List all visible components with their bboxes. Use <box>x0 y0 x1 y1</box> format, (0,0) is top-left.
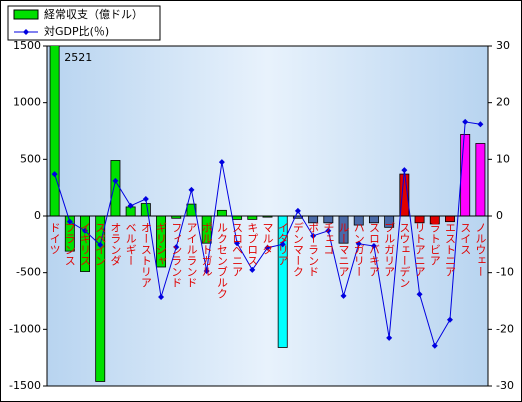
y2-tick-label: -20 <box>496 322 514 335</box>
y-tick-label: -500 <box>16 266 41 279</box>
y2-tick-label: -30 <box>496 379 514 392</box>
bar <box>445 215 455 223</box>
x-tick-label: オランダ <box>109 222 122 266</box>
x-tick-label: ドイツ <box>48 222 61 255</box>
x-tick-label: ギリシャ <box>155 222 168 266</box>
ratio-marker <box>340 292 347 299</box>
legend: 経常収支（億ドル） 対GDP比(％) <box>7 5 161 41</box>
ratio-marker <box>142 196 149 202</box>
x-tick-label: スウェーデン <box>398 222 411 288</box>
ratio-marker <box>66 218 73 225</box>
x-tick-label: スロバキア <box>367 222 380 277</box>
ratio-marker <box>477 121 484 128</box>
x-tick-label: ベルギー <box>124 222 137 266</box>
bars <box>49 46 486 382</box>
x-tick-label: スイス <box>459 222 472 255</box>
x-tick-label: チェコ <box>322 222 335 255</box>
x-tick-label: リトアニア <box>413 222 426 277</box>
ratio-marker <box>112 177 119 184</box>
x-tick-label: オーストリア <box>139 222 152 288</box>
y2-tick-label: 30 <box>496 39 510 52</box>
x-tick-label: ルーマニア <box>337 222 350 277</box>
ratio-marker <box>431 342 438 349</box>
bar <box>475 143 486 217</box>
legend-marker <box>23 29 29 35</box>
x-tick-label: フランス <box>63 222 76 266</box>
ratio-marker <box>279 241 286 248</box>
x-tick-label: ポルトガル <box>200 222 213 277</box>
ratio-marker <box>127 202 134 209</box>
y-tick-label: 1500 <box>13 39 41 52</box>
ratio-marker <box>401 167 408 174</box>
ratio-marker <box>294 207 301 214</box>
y2-tick-label: -10 <box>496 266 514 279</box>
y-tick-label: 1000 <box>13 96 41 109</box>
bar <box>232 215 243 220</box>
y2-tick-label: 10 <box>496 152 510 165</box>
x-tick-label: ラトビア <box>428 222 441 266</box>
x-tick-label: ポーランド <box>307 222 320 277</box>
bar <box>110 160 121 217</box>
ratio-marker <box>310 232 317 239</box>
x-tick-label: ノルウェー <box>474 222 487 277</box>
x-tick-label: イタリア <box>276 222 289 266</box>
ratio-marker <box>416 291 423 298</box>
legend-swatch <box>13 9 39 20</box>
y-tick-label: -1000 <box>9 322 41 335</box>
bar <box>140 203 151 217</box>
ratio-marker <box>325 227 332 234</box>
x-tick-label: アイルランド <box>185 222 198 288</box>
ratio-marker <box>188 186 195 193</box>
x-tick-label: ハンガリー <box>352 222 365 277</box>
bar <box>247 215 258 220</box>
y-tick-label: 0 <box>34 209 41 222</box>
ratio-marker <box>370 243 377 250</box>
x-tick-label: マルタ <box>261 222 274 255</box>
bar <box>216 209 227 217</box>
ratio-marker <box>264 244 271 251</box>
ratio-marker <box>173 244 180 251</box>
y2-tick-label: 0 <box>496 209 503 222</box>
legend-label: 対GDP比(％) <box>44 24 109 38</box>
x-tick-label: デンマーク <box>291 221 304 277</box>
y-tick-label: 500 <box>20 152 41 165</box>
x-tick-label: ブルガリア <box>383 221 396 277</box>
ratio-marker <box>51 171 58 178</box>
ratio-marker <box>446 316 453 323</box>
bar <box>460 133 471 217</box>
ratio-marker <box>203 267 210 274</box>
ratio-marker <box>97 241 104 248</box>
ratio-marker <box>386 334 393 341</box>
x-tick-label: スペイン <box>94 222 107 266</box>
x-tick-label: フィンランド <box>170 222 183 288</box>
ratio-marker <box>234 240 241 247</box>
x-tick-label: ルクセンブルク <box>215 222 228 299</box>
x-tick-label: エストニア <box>443 222 456 277</box>
x-tick-label: イギリス <box>79 222 92 266</box>
ratio-marker <box>462 118 469 125</box>
ratio-marker <box>249 266 256 273</box>
x-tick-label: スロベニア <box>231 222 244 277</box>
legend-label: 経常収支（億ドル） <box>44 8 143 21</box>
ratio-marker <box>218 159 225 166</box>
y-tick-label: -1500 <box>9 379 41 392</box>
y2-tick-label: 20 <box>496 96 510 109</box>
x-tick-label: キプロス <box>246 222 259 266</box>
value-label: 2521 <box>64 51 92 64</box>
ratio-marker <box>355 240 362 247</box>
ratio-marker <box>158 294 165 301</box>
ratio-marker <box>82 227 89 234</box>
